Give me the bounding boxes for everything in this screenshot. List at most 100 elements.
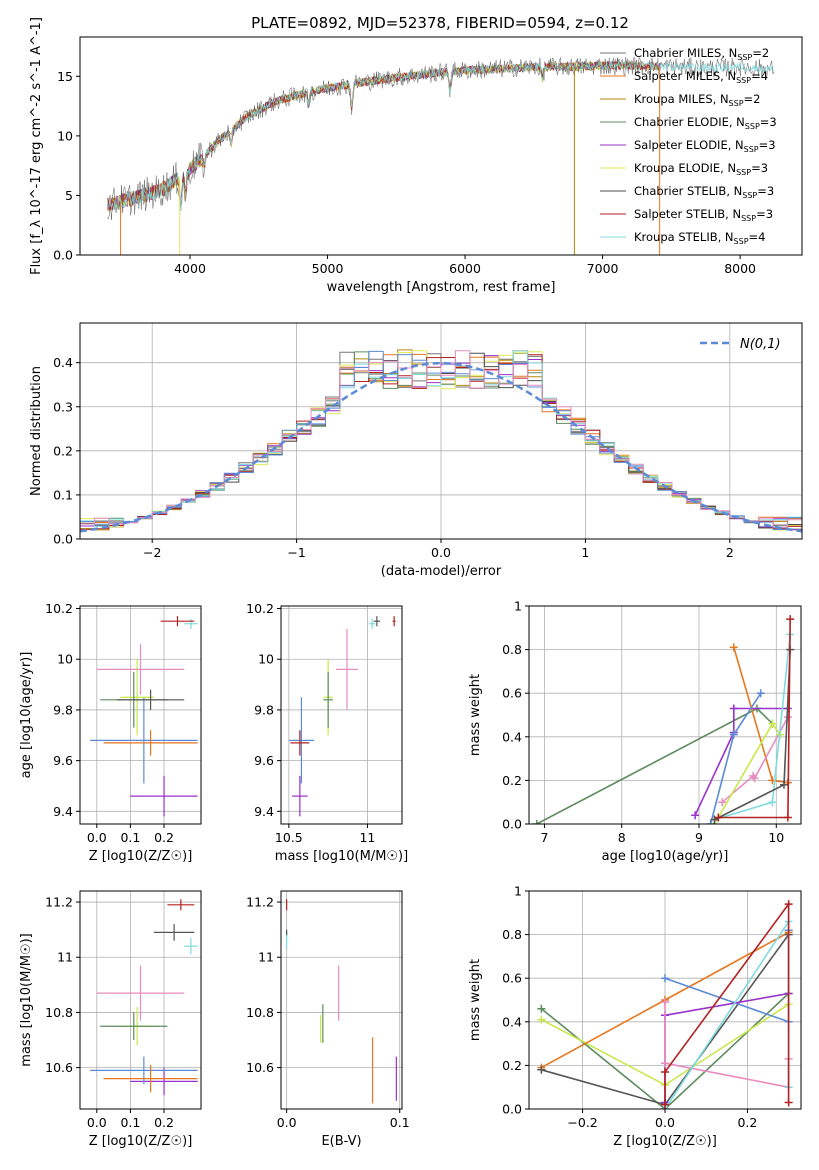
y-tick-label: 0.8 [502,927,522,942]
errorbar-point [96,644,185,695]
x-tick-label: 4000 [174,261,206,276]
x-tick-label: 7 [540,830,548,845]
weight-marker [661,998,669,1007]
chart-mass-vs-ebv: 0.0 0.1 10.6 10.8 11 11.2 E(B-V) [246,890,410,1149]
plot-area [90,616,198,817]
x-tick-label: 7000 [587,261,619,276]
normal-curve [80,361,802,533]
y-tick-label: 9.4 [53,804,73,819]
y-tick-label: 10.6 [246,1060,274,1075]
y-tick-label: 0.0 [502,1102,522,1117]
x-tick-label: 0.0 [655,1115,675,1130]
legend-entry: Salpeter STELIB, NSSP=3 [634,207,773,223]
weight-marker [783,813,792,822]
y-tick-label: 9.8 [53,702,73,717]
weight-line [536,707,773,824]
errorbar-point [184,937,198,955]
weight-marker [784,900,793,909]
plot-area [80,349,802,533]
weight-marker [691,811,700,820]
spectrum-line [107,60,775,210]
errorbar-point [130,1067,198,1096]
legend-subscript: SSP [734,237,749,246]
errorbar-point [103,730,198,756]
errorbar-point [116,689,185,710]
x-axis-label: age [log10(age/yr)] [602,849,729,864]
x-tick-label: 0.0 [87,1115,107,1130]
weight-marker [750,774,759,783]
chart-age-vs-mass: 10.5 11 9.4 9.6 9.8 10 10.2 mass [log10(M/M☉)] [246,601,408,864]
axes-frame [280,890,403,1110]
y-tick-label: 11 [57,950,73,965]
weight-line [714,634,791,821]
y-tick-label: 0.0 [53,532,73,547]
y-tick-label: 0.2 [502,773,522,788]
y-axis-label: mass weight [468,959,483,1041]
x-tick-label: 0.2 [154,1115,174,1130]
y-tick-label: 10.6 [45,1060,73,1075]
weight-marker [784,1098,793,1107]
errorbar-point [103,1064,198,1093]
legend-subscript: SSP [736,168,751,177]
legend-entry: Chabrier MILES, NSSP=2 [634,46,769,62]
y-tick-label: 0.4 [502,1014,522,1029]
y-tick-label: 0.6 [502,971,522,986]
legend-nssp: =3 [756,207,773,221]
plot-area [288,616,396,817]
legend-subscript: SSP [742,191,757,200]
y-tick-label: 0.4 [53,355,73,370]
legend-entry: Chabrier ELODIE, NSSP=3 [634,115,777,131]
axes-frame [79,890,202,1110]
x-tick-label: 0.1 [120,1115,140,1130]
legend-nssp: =4 [749,230,766,244]
legend-entry: Chabrier STELIB, NSSP=3 [634,184,774,200]
x-tick-label: 0.0 [87,830,107,845]
x-tick-label: 2 [726,545,734,560]
legend-entry: Salpeter MILES, NSSP=4 [634,69,768,85]
chart-residuals: −2 −1 0.0 1 2 0.0 0.1 0.2 0.3 0.4 (data-model)/err… [29,322,803,579]
x-tick-label: 0.1 [120,830,140,845]
x-tick-label: −2 [143,545,161,560]
x-tick-label: 8 [618,830,626,845]
weight-marker [718,798,727,807]
y-tick-label: 11 [258,950,274,965]
spectrum-line [107,60,661,211]
y-tick-label: 10 [258,652,274,667]
legend-entry: Kroupa ELODIE, NSSP=3 [634,161,768,177]
y-axis-label: Flux [f_λ 10^-17 erg cm^-2 s^-1 A^-1] [29,17,44,275]
errorbar-point [392,616,396,627]
axes-frame [280,605,403,825]
legend-subscript: SSP [736,76,751,85]
y-axis-label: mass weight [468,674,483,756]
x-axis-label: Z [log10(Z/Z☉)] [89,849,193,864]
errorbar-point [153,924,195,941]
x-tick-label: 0.1 [390,1115,410,1130]
x-axis-label: Z [log10(Z/Z☉)] [89,1134,193,1149]
plot-area [537,900,793,1109]
weight-marker [756,689,765,698]
y-tick-label: 0.2 [502,1058,522,1073]
y-axis-label: mass [log10(M/M☉)] [19,933,34,1066]
legend-subscript: SSP [744,145,759,154]
spectrum-legend: Chabrier MILES, NSSP=2 Salpeter MILES, NS… [600,46,777,246]
weight-marker [661,1067,669,1076]
y-tick-label: 10.8 [45,1005,73,1020]
weight-marker [729,704,738,713]
spectrum-line [107,60,661,209]
chart-mass-vs-Z: 0.0 0.1 0.2 10.6 10.8 11 11.2 Z [log10(Z/Z☉)] ma… [19,890,202,1149]
legend-nssp: =2 [744,92,761,106]
spectrum-line [107,60,661,211]
legend-nssp: =4 [751,69,768,83]
legend-subscript: SSP [741,214,756,223]
y-tick-label: 0.0 [53,248,73,263]
y-tick-label: 0.2 [53,443,73,458]
weight-marker [729,730,738,739]
chart-age-vs-Z: 0.0 0.1 0.2 9.4 9.6 9.8 10 10.2 Z [log10(Z/Z☉)] a… [19,601,202,864]
legend-nssp: =3 [759,138,776,152]
weight-line [694,707,788,816]
weight-marker [729,643,738,652]
x-axis-label: E(B-V) [321,1134,361,1149]
weight-marker [768,719,777,728]
weight-line [664,930,790,1023]
y-tick-label: 10.8 [246,1005,274,1020]
